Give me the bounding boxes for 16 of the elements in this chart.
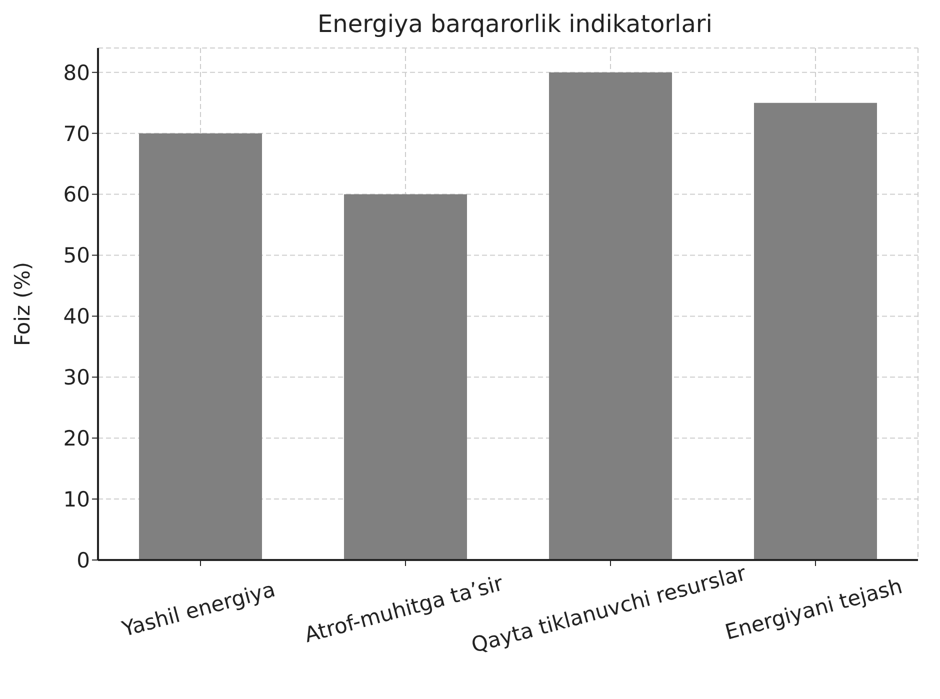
chart-title: Energiya barqarorlik indikatorlari (316, 9, 714, 40)
y-tick-label: 20 (63, 426, 90, 451)
y-tick-label: 0 (76, 548, 90, 572)
y-axis-title: Foiz (%) (10, 262, 34, 346)
bar (139, 133, 262, 560)
y-tick-label: 40 (63, 304, 90, 329)
y-tick-label: 70 (63, 122, 90, 146)
y-tick-label: 60 (63, 182, 90, 207)
bar (344, 194, 467, 560)
bar (549, 72, 672, 560)
bar (754, 102, 877, 560)
y-tick-label: 50 (63, 244, 90, 268)
x-tick-label: Yashil energiya (118, 577, 278, 642)
y-tick-label: 10 (63, 488, 90, 512)
y-tick-label: 80 (63, 60, 90, 85)
y-tick-label: 30 (63, 366, 90, 390)
